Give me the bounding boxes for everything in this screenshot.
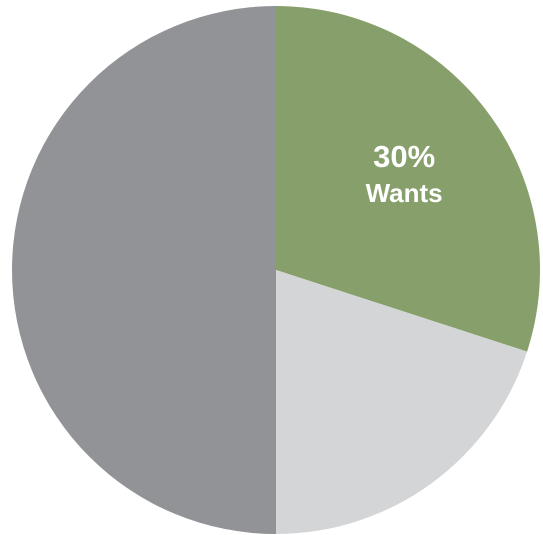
pie-slice (276, 270, 528, 534)
pie-slice (276, 6, 541, 352)
pie-slice (12, 6, 276, 534)
slice-value-label: 30% (373, 139, 435, 174)
slice-category-label: Wants (366, 178, 443, 208)
